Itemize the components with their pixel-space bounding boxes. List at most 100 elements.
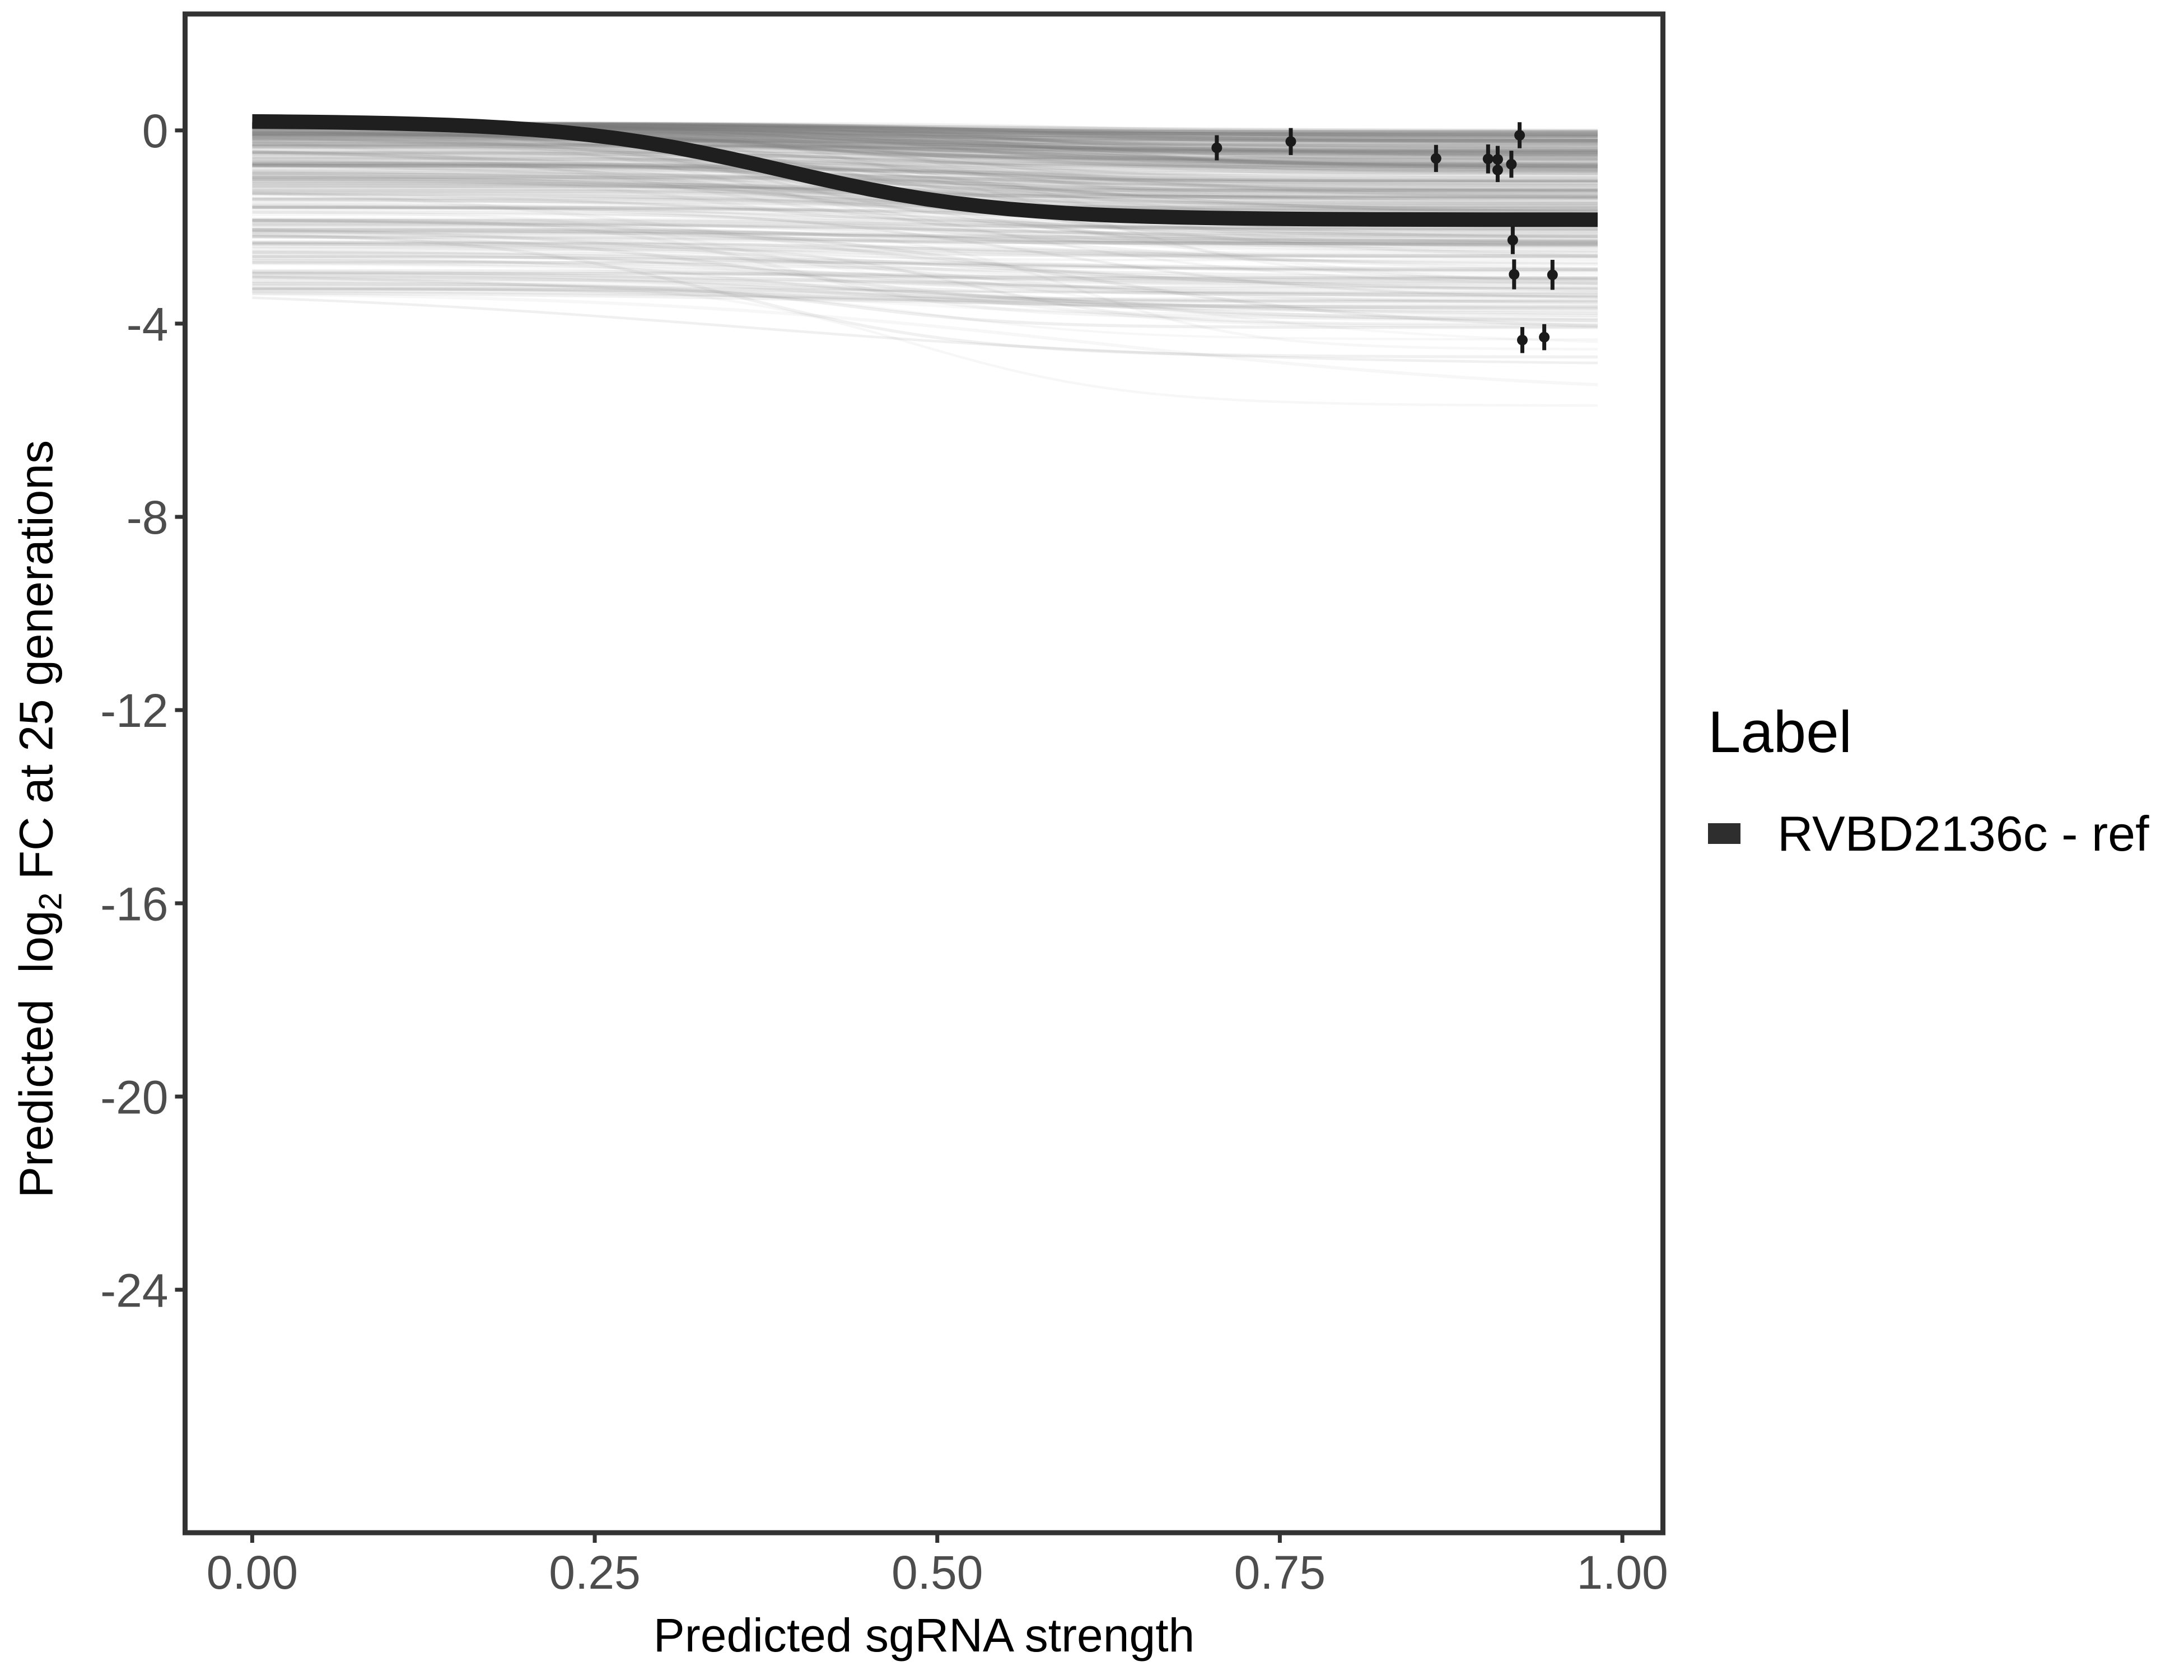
posterior-curve (252, 218, 1598, 229)
posterior-curve (252, 140, 1598, 155)
posterior-curve (252, 154, 1598, 179)
posterior-curve (252, 287, 1598, 328)
posterior-curve (252, 278, 1598, 295)
posterior-curve (252, 152, 1598, 192)
posterior-curve (252, 219, 1598, 328)
legend-entry-label: RVBD2136c - ref (1777, 805, 2149, 861)
posterior-curve (252, 220, 1598, 243)
posterior-curve (252, 130, 1598, 175)
posterior-curve (252, 162, 1598, 191)
posterior-curve (252, 156, 1598, 184)
posterior-curve (252, 132, 1598, 147)
posterior-curve (252, 133, 1598, 147)
posterior-curve (252, 235, 1598, 309)
posterior-curve (252, 162, 1598, 186)
posterior-curve (252, 230, 1598, 242)
posterior-curve (252, 218, 1598, 320)
posterior-curve (252, 147, 1598, 173)
posterior-curve (252, 190, 1598, 290)
posterior-curve (252, 227, 1598, 351)
posterior-curve (252, 233, 1598, 359)
posterior-curve (252, 191, 1598, 244)
posterior-curve (252, 132, 1598, 166)
posterior-curve (252, 291, 1598, 310)
posterior-curve (252, 175, 1598, 192)
posterior-curve (252, 143, 1598, 155)
posterior-curve (252, 217, 1598, 243)
posterior-curve (252, 211, 1598, 291)
posterior-curve (252, 186, 1598, 198)
posterior-curve (252, 241, 1598, 257)
posterior-curve (252, 143, 1598, 167)
posterior-curve (252, 180, 1598, 192)
posterior-curve (252, 155, 1598, 169)
posterior-curve (252, 137, 1598, 217)
posterior-curve (252, 204, 1598, 239)
posterior-curve (252, 135, 1598, 161)
posterior-curve (252, 133, 1598, 148)
posterior-curve (252, 138, 1598, 193)
y-tick-label: -20 (100, 1071, 168, 1123)
posterior-curve (252, 150, 1598, 242)
posterior-curve (252, 129, 1598, 164)
data-point (1539, 332, 1550, 343)
posterior-curve (252, 157, 1598, 184)
posterior-curve (252, 161, 1598, 175)
posterior-curve (252, 133, 1598, 146)
posterior-curve (252, 143, 1598, 175)
posterior-curve (252, 169, 1598, 187)
x-tick-label: 0.25 (549, 1546, 641, 1599)
posterior-curve (252, 231, 1598, 243)
posterior-curve (252, 269, 1598, 281)
legend-entry: RVBD2136c - ref (1708, 805, 2184, 862)
posterior-curve (252, 227, 1598, 239)
posterior-curve (252, 279, 1598, 323)
posterior-curve (252, 175, 1598, 192)
posterior-curve (252, 258, 1598, 280)
data-point (1285, 136, 1296, 147)
posterior-curve (252, 137, 1598, 187)
posterior-curve (252, 132, 1598, 144)
y-axis-title-pre: Predicted log (10, 910, 63, 1198)
posterior-curve (252, 177, 1598, 230)
y-axis-title-subscript: 2 (32, 892, 69, 911)
reference-curve (252, 114, 1598, 227)
posterior-curve (252, 241, 1598, 255)
posterior-curve (252, 128, 1598, 162)
y-tick-label: -16 (100, 878, 168, 930)
posterior-curve (252, 164, 1598, 188)
posterior-curve (252, 223, 1598, 258)
posterior-curve (252, 175, 1598, 190)
posterior-curve (252, 243, 1598, 326)
posterior-curve (252, 229, 1598, 245)
posterior-curve (252, 182, 1598, 193)
posterior-curve (252, 133, 1598, 144)
posterior-curve (252, 134, 1598, 182)
x-tick-label: 0.00 (207, 1546, 298, 1599)
y-tick-label: 0 (142, 105, 169, 157)
data-point (1507, 235, 1518, 246)
posterior-curve (252, 139, 1598, 165)
posterior-curve (252, 139, 1598, 152)
posterior-curve (252, 134, 1598, 157)
y-axis-title: Predicted log2 FC at 25 generations (4, 175, 69, 1463)
posterior-curve (252, 133, 1598, 155)
posterior-curve (252, 133, 1598, 142)
x-axis-title: Predicted sgRNA strength (653, 1609, 1195, 1662)
data-point (1516, 334, 1528, 346)
posterior-curve (252, 287, 1598, 303)
posterior-curve (252, 157, 1598, 168)
posterior-curve (252, 281, 1598, 298)
posterior-curve (252, 256, 1598, 302)
posterior-curve (252, 161, 1598, 175)
posterior-curve (252, 155, 1598, 167)
posterior-curve (252, 134, 1598, 172)
posterior-curve (252, 218, 1598, 231)
posterior-curve (252, 247, 1598, 258)
posterior-curve (252, 150, 1598, 193)
posterior-curve (252, 281, 1598, 407)
posterior-curve (252, 270, 1598, 312)
y-tick-label: -12 (100, 684, 168, 737)
posterior-curve (252, 145, 1598, 161)
